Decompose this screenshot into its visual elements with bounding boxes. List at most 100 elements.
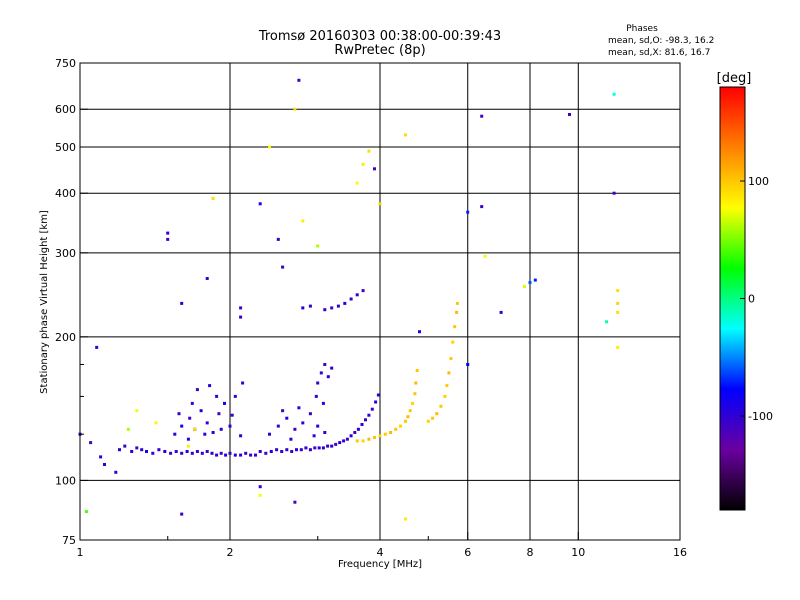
data-point-72 [426, 419, 430, 423]
data-point-137 [103, 463, 106, 466]
y-tick-label-1: 100 [55, 474, 76, 487]
data-point-20 [224, 453, 228, 457]
data-point-153 [268, 145, 271, 149]
data-point-111 [308, 412, 312, 416]
data-point-119 [319, 371, 323, 375]
data-point-138 [126, 427, 130, 431]
data-point-69 [413, 392, 417, 396]
data-point-4 [140, 448, 144, 452]
y-tick-label-6: 600 [55, 103, 76, 116]
data-point-132 [301, 306, 305, 310]
data-point-103 [208, 384, 212, 388]
data-point-158 [301, 219, 305, 223]
data-point-74 [435, 412, 439, 416]
data-point-129 [355, 293, 359, 297]
data-point-22 [233, 453, 237, 457]
data-point-144 [95, 345, 99, 349]
data-point-32 [285, 448, 289, 452]
data-point-39 [317, 446, 321, 450]
data-point-45 [342, 439, 346, 443]
data-point-177 [568, 113, 571, 116]
data-point-188 [180, 512, 184, 516]
data-point-46 [345, 437, 349, 441]
data-point-15 [200, 451, 204, 455]
data-point-63 [394, 427, 398, 431]
data-point-104 [186, 437, 190, 441]
data-point-33 [290, 450, 294, 453]
data-point-150 [239, 315, 243, 319]
data-point-94 [233, 394, 237, 398]
data-point-90 [211, 431, 215, 434]
data-point-101 [219, 427, 223, 431]
data-point-140 [154, 421, 158, 425]
data-point-76 [443, 394, 447, 398]
data-point-156 [293, 107, 297, 111]
data-point-116 [312, 434, 316, 438]
data-point-48 [353, 431, 357, 434]
data-point-88 [199, 409, 203, 413]
data-point-183 [616, 310, 620, 314]
data-point-60 [378, 434, 382, 438]
data-point-141 [186, 444, 190, 448]
data-point-31 [280, 450, 284, 453]
data-point-11 [180, 451, 184, 455]
data-point-12 [185, 450, 189, 453]
data-point-167 [418, 330, 421, 334]
chart-grid [80, 63, 680, 540]
data-point-97 [195, 388, 199, 392]
data-point-23 [239, 453, 243, 457]
data-point-98 [190, 401, 194, 405]
data-point-99 [203, 432, 207, 436]
data-point-70 [414, 381, 418, 385]
data-point-55 [376, 393, 380, 397]
data-point-64 [399, 424, 403, 428]
data-point-114 [281, 409, 285, 413]
data-point-135 [89, 441, 93, 445]
phase-stats-x: mean, sd,X: 81.6, 16.7 [608, 48, 710, 58]
data-point-78 [447, 371, 451, 375]
data-point-182 [616, 301, 620, 305]
data-point-139 [135, 409, 139, 413]
data-point-145 [166, 237, 170, 241]
y-tick-label-5: 500 [55, 141, 76, 154]
data-point-57 [361, 439, 365, 443]
data-point-115 [297, 406, 301, 410]
data-point-38 [313, 446, 317, 450]
data-point-58 [367, 437, 371, 441]
data-point-185 [258, 485, 262, 489]
x-tick-label-3: 6 [464, 546, 471, 559]
data-point-42 [330, 444, 334, 448]
data-point-176 [533, 278, 537, 282]
data-point-19 [219, 451, 223, 455]
data-point-27 [258, 450, 262, 453]
data-point-161 [361, 162, 365, 166]
data-point-165 [404, 133, 407, 137]
data-point-13 [190, 451, 194, 455]
data-point-160 [355, 181, 359, 185]
data-point-36 [304, 446, 308, 450]
data-point-68 [411, 401, 415, 405]
data-point-127 [343, 301, 347, 305]
data-point-43 [334, 442, 338, 446]
data-point-14 [195, 450, 199, 453]
data-point-107 [276, 424, 280, 428]
data-point-35 [299, 448, 303, 452]
x-tick-label-5: 10 [571, 546, 585, 559]
data-point-136 [99, 455, 103, 459]
data-point-175 [528, 281, 532, 284]
data-point-143 [114, 470, 118, 474]
data-point-47 [349, 434, 353, 438]
y-tick-label-4: 400 [55, 187, 76, 200]
data-point-157 [297, 78, 301, 82]
data-point-82 [455, 310, 459, 314]
phase-stats-o: mean, sd,O: -98.3, 16.2 [608, 36, 714, 46]
data-point-92 [223, 401, 226, 405]
data-point-95 [239, 434, 243, 438]
data-point-84 [173, 432, 177, 436]
data-point-151 [239, 306, 243, 310]
data-point-40 [321, 446, 325, 450]
data-point-113 [323, 431, 327, 434]
data-point-0 [118, 448, 121, 452]
data-point-142 [193, 427, 197, 431]
data-point-172 [483, 254, 487, 258]
